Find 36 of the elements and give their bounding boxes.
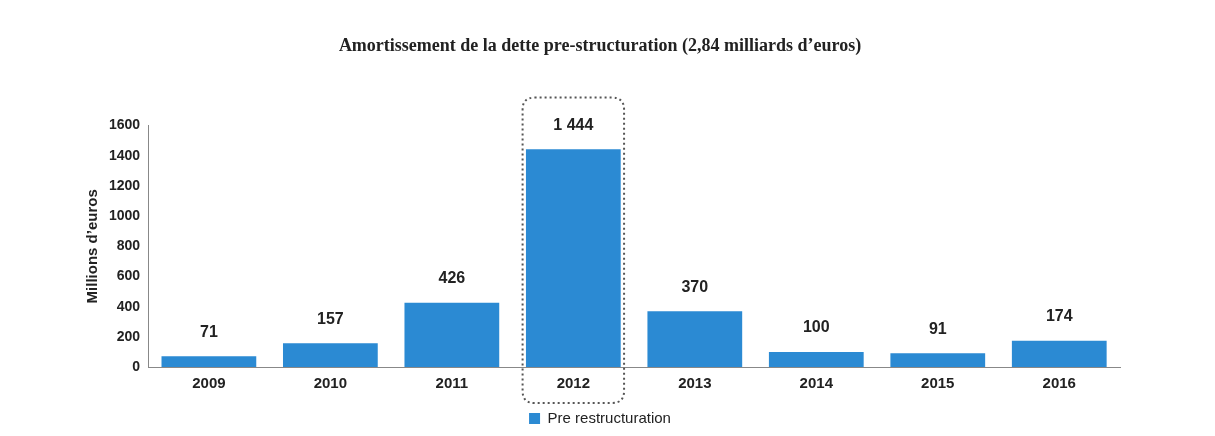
bar xyxy=(525,149,621,367)
data-label: 426 xyxy=(438,269,466,287)
y-tick-label: 200 xyxy=(116,327,141,344)
x-tick-label: 2015 xyxy=(921,374,955,392)
data-label: 100 xyxy=(802,318,830,336)
x-tick-label: 2011 xyxy=(435,374,469,392)
chart-title: Amortissement de la dette pre-structuration (2,84 milliards d’euros) xyxy=(338,35,862,57)
y-tick-label: 0 xyxy=(132,357,141,374)
data-label: 370 xyxy=(681,277,709,295)
y-tick-label: 1200 xyxy=(108,176,141,193)
y-tick-label: 1600 xyxy=(108,116,141,133)
y-tick-label: 600 xyxy=(116,267,141,284)
bar xyxy=(161,356,257,367)
x-tick-label: 2010 xyxy=(313,374,348,392)
bar xyxy=(768,351,864,367)
data-label: 174 xyxy=(1045,307,1073,325)
legend-label: Pre restructuration xyxy=(547,408,671,426)
x-tick-label: 2012 xyxy=(556,374,591,392)
y-tick-label: 800 xyxy=(116,237,141,254)
bar xyxy=(282,343,378,367)
y-tick-label: 400 xyxy=(116,297,141,314)
y-tick-label: 1000 xyxy=(108,206,141,223)
bar xyxy=(890,353,986,367)
data-label: 1 444 xyxy=(553,115,594,133)
x-tick-label: 2014 xyxy=(799,374,834,392)
x-tick-label: 2013 xyxy=(678,374,712,392)
bar xyxy=(1011,340,1107,367)
y-tick-label: 1400 xyxy=(108,146,141,163)
data-label: 91 xyxy=(928,319,947,337)
y-axis-title: Millions d’euros xyxy=(83,189,101,304)
bar xyxy=(647,311,743,367)
data-label: 71 xyxy=(199,322,218,340)
bar xyxy=(404,302,500,367)
x-tick-label: 2016 xyxy=(1042,374,1076,392)
x-tick-label: 2009 xyxy=(192,374,226,392)
data-label: 157 xyxy=(317,309,344,327)
